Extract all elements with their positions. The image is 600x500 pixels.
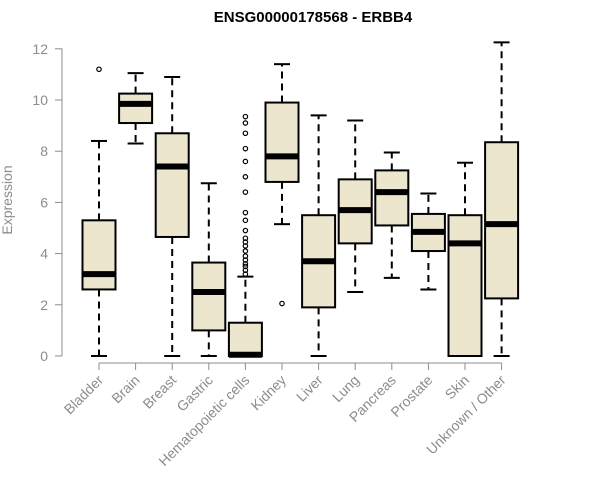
outlier-point (242, 235, 249, 242)
box-8 (374, 151, 410, 279)
x-tick-label: Lung (329, 372, 362, 405)
outlier-point (242, 158, 249, 165)
y-tick-label: 8 (40, 143, 48, 159)
box-0 (81, 66, 117, 357)
outlier-point (242, 130, 249, 137)
y-axis-label: Expression (0, 165, 15, 234)
outlier-point (242, 120, 249, 126)
y-tick-label: 12 (32, 41, 48, 57)
x-tick-label: Brain (108, 372, 142, 406)
box-iqr (191, 261, 227, 332)
box-iqr (154, 132, 190, 238)
box-5 (264, 63, 300, 307)
y-tick-label: 6 (40, 194, 48, 210)
x-tick-label: Breast (139, 372, 179, 412)
box-2 (154, 75, 190, 357)
outlier-point (242, 227, 249, 234)
x-tick-label: Bladder (61, 372, 107, 418)
outlier-point (242, 209, 249, 216)
chart-title: ENSG00000178568 - ERBB4 (214, 9, 413, 26)
box-iqr (227, 321, 263, 357)
outlier-point (242, 217, 249, 224)
boxes-group (81, 41, 520, 358)
box-iqr (447, 214, 483, 357)
box-10 (447, 161, 483, 357)
box-9 (410, 192, 446, 291)
outlier-point (242, 189, 249, 195)
outlier-point (242, 174, 249, 180)
x-tick-label: Kidney (248, 372, 290, 414)
y-axis: 0 2 4 6 8 10 12 (32, 41, 63, 364)
outlier-point (279, 300, 285, 307)
box-iqr (81, 219, 117, 291)
box-iqr (374, 169, 410, 227)
box-6 (301, 114, 337, 357)
box-1 (118, 72, 154, 145)
outlier-point (242, 113, 249, 120)
outlier-point (242, 248, 249, 254)
outlier-point (242, 145, 249, 152)
y-tick-label: 0 (40, 348, 48, 364)
x-tick-label: Liver (293, 372, 326, 405)
box-3 (191, 182, 227, 357)
box-iqr (484, 141, 520, 300)
y-tick-label: 4 (40, 246, 48, 262)
outlier-point (96, 66, 102, 73)
y-tick-label: 10 (32, 92, 48, 108)
box-7 (337, 119, 373, 293)
x-tick-label: Skin (442, 372, 473, 403)
box-iqr (118, 92, 154, 125)
y-tick-label: 2 (40, 297, 48, 313)
outlier-point (242, 253, 249, 259)
box-4 (227, 113, 263, 358)
box-11 (484, 41, 520, 357)
box-iqr (264, 101, 300, 183)
outlier-point (242, 263, 249, 270)
